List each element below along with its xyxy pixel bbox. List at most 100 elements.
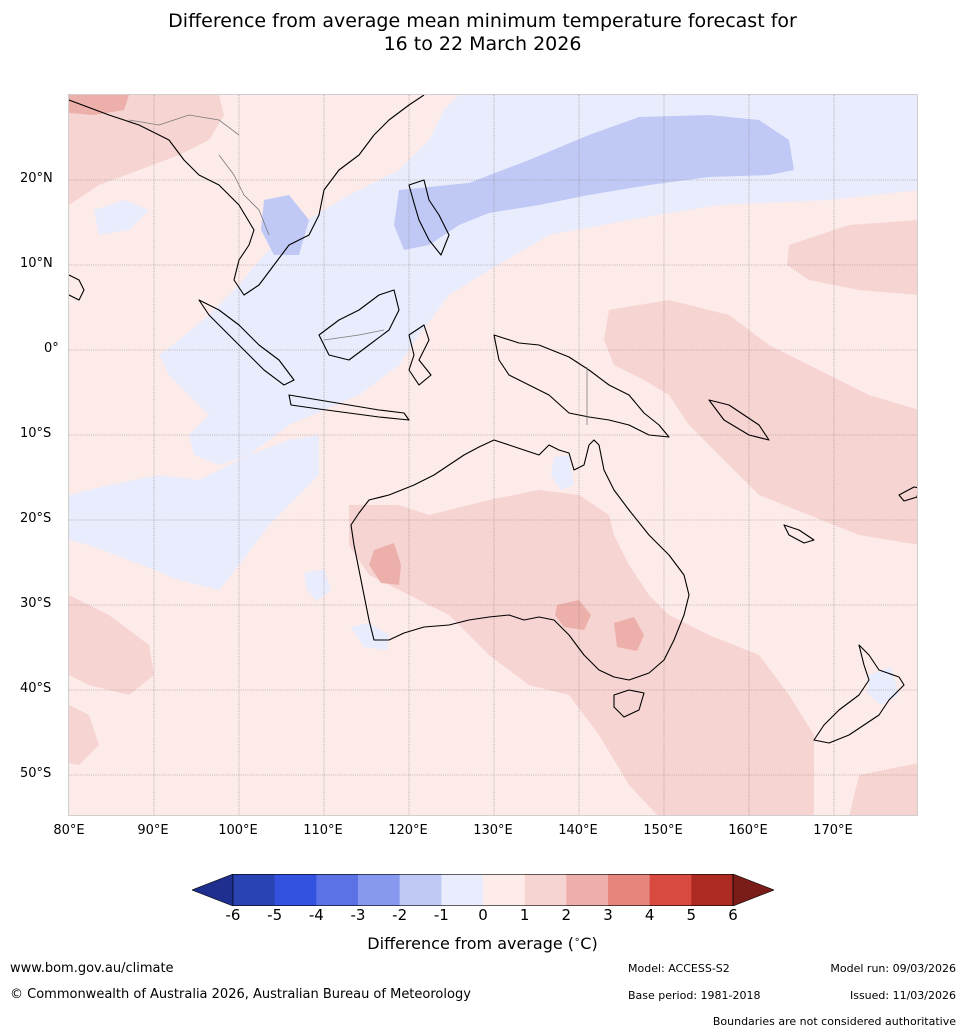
lon-label-110e: 110°E: [303, 823, 343, 838]
anomaly-patch-himalaya: [69, 95, 129, 115]
anomaly-patch-southeast: [849, 763, 917, 815]
colorbar-segments: [192, 874, 774, 906]
colorbar-tick-label: -6: [225, 906, 241, 924]
colorbar-arrow-high: [732, 874, 774, 906]
colorbar-outline: [232, 874, 734, 906]
colorbar-band: [649, 874, 692, 906]
lat-label-equator: 0°: [44, 341, 59, 356]
anomaly-patch-south-indian: [69, 595, 154, 695]
footer-model: Model: ACCESS-S2: [628, 962, 730, 975]
coastline-fiji: [898, 486, 917, 502]
footer-disclaimer: Boundaries are not considered authoritat…: [712, 1015, 956, 1028]
anomaly-patch-indochina: [261, 195, 309, 255]
colorbar-tick-label: 4: [644, 906, 655, 924]
coastline-solomon-islands: [708, 399, 770, 441]
lon-label-140e: 140°E: [558, 823, 598, 838]
lat-label-30s: 30°S: [20, 596, 52, 611]
forecast-map: [68, 94, 918, 816]
coastline-new-caledonia: [783, 524, 815, 544]
coastline-sulawesi: [408, 324, 432, 386]
colorbar-label-text: Difference from average (: [367, 934, 575, 953]
anomaly-patch-maritime-continent: [159, 95, 917, 465]
lon-label-100e: 100°E: [218, 823, 258, 838]
colorbar-tick-label: 0: [478, 906, 488, 924]
coastline-java: [288, 394, 410, 421]
colorbar-tick-label: 6: [728, 906, 738, 924]
coastline-borneo: [318, 289, 400, 361]
anomaly-patch-gulf: [551, 455, 574, 490]
title-line-1: Difference from average mean minimum tem…: [168, 10, 797, 32]
lon-label-80e: 80°E: [53, 823, 85, 838]
coastline-australia: [350, 439, 690, 681]
anomaly-patch-china: [69, 95, 224, 205]
coastline-philippines: [408, 179, 450, 256]
anomaly-2-to-3-regions: [69, 95, 644, 651]
colorbar-band: [358, 874, 400, 906]
anomaly-patch-new-zealand: [867, 667, 899, 705]
coastlines: [69, 95, 917, 744]
colorbar-band: [399, 874, 442, 906]
coastline-new-zealand: [813, 644, 905, 744]
coastline-asia-mainland: [69, 95, 425, 296]
anomaly-patch-bay-of-bengal: [94, 200, 149, 235]
colorbar-band: [691, 874, 734, 906]
colorbar-tick-label: 2: [561, 906, 572, 924]
anomaly-patch-nsw: [614, 617, 644, 651]
title-line-2: 16 to 22 March 2026: [383, 33, 582, 55]
border-himalaya: [128, 114, 240, 136]
lon-label-120e: 120°E: [388, 823, 428, 838]
footer-base-period: Base period: 1981-2018: [628, 989, 761, 1002]
anomaly-patch-north-pacific: [787, 220, 917, 295]
lon-label-130e: 130°E: [473, 823, 513, 838]
colorbar-label-unit: C): [580, 934, 598, 953]
lat-label-50s: 50°S: [20, 766, 52, 781]
anomaly-patch-wa: [369, 543, 401, 585]
colorbar-arrow-low: [192, 874, 234, 906]
colorbar-band: [233, 874, 275, 906]
anomaly-patch-sa: [555, 600, 591, 630]
country-borders: [128, 114, 588, 425]
lat-label-10s: 10°S: [20, 426, 52, 441]
colorbar-tick-label: 5: [686, 906, 697, 924]
colorbar-band: [274, 874, 317, 906]
colorbar-band: [566, 874, 609, 906]
border-borneo: [323, 329, 385, 341]
lon-label-170e: 170°E: [813, 823, 853, 838]
colorbar-band: [441, 874, 484, 906]
border-indochina: [218, 154, 270, 236]
coastline-tasmania: [613, 689, 645, 718]
colorbar-tick-label: -4: [308, 906, 324, 924]
lat-label-20n: 20°N: [20, 171, 53, 186]
colorbar-band: [483, 874, 525, 906]
anomaly-patch-indian-ocean: [69, 435, 319, 590]
colorbar-tick-label: -1: [433, 906, 449, 924]
colorbar-band: [524, 874, 567, 906]
anomaly-patch-philippine-sea: [394, 115, 794, 250]
lat-label-40s: 40°S: [20, 681, 52, 696]
anomaly-patch-west-pacific: [604, 300, 917, 545]
coastline-sumatra: [198, 299, 295, 386]
graticule: [69, 95, 917, 815]
colorbar: [192, 874, 774, 906]
colorbar-band: [316, 874, 359, 906]
map-svg: [69, 95, 917, 815]
colorbar-tick-label: 3: [603, 906, 613, 924]
footer-model-run: Model run: 09/03/2026: [830, 962, 956, 975]
anomaly-0-to-minus1-regions: [69, 95, 917, 705]
coastline-india: [69, 274, 85, 301]
lat-label-10n: 10°N: [20, 256, 53, 271]
lon-label-160e: 160°E: [728, 823, 768, 838]
colorbar-label: Difference from average (∘C): [367, 934, 598, 953]
footer-issued: Issued: 11/03/2026: [849, 989, 956, 1002]
lon-label-150e: 150°E: [643, 823, 683, 838]
colorbar-tick-label: -3: [350, 906, 366, 924]
lon-label-90e: 90°E: [137, 823, 169, 838]
map-title: Difference from average mean minimum tem…: [0, 10, 965, 56]
footer-copyright: © Commonwealth of Australia 2026, Austra…: [10, 987, 471, 1002]
colorbar-tick-label: -5: [267, 906, 283, 924]
anomaly-patch-far-south-indian: [69, 705, 99, 765]
footer-website: www.bom.gov.au/climate: [10, 961, 174, 976]
colorbar-tick-label: 1: [519, 906, 530, 924]
anomaly-minus1-to-minus2-regions: [261, 115, 794, 255]
lat-label-20s: 20°S: [20, 511, 52, 526]
